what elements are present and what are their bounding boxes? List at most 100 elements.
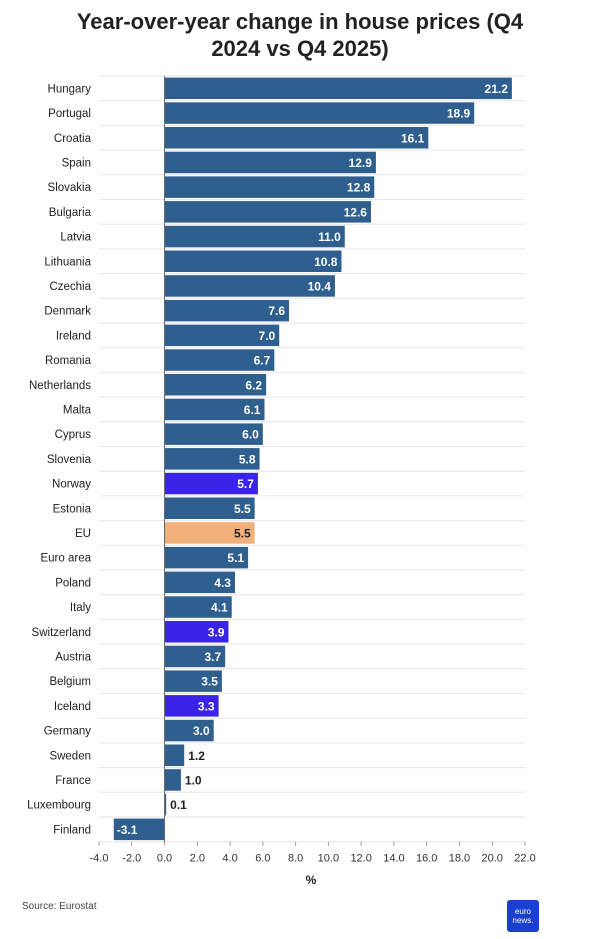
category-label: Slovakia — [48, 182, 92, 194]
bar — [164, 201, 371, 223]
bar — [164, 423, 263, 445]
bar — [164, 151, 376, 174]
bar — [164, 398, 265, 421]
category-label: Romania — [45, 355, 92, 367]
x-axis-title: % — [306, 873, 317, 887]
data-label: 10.4 — [308, 279, 332, 293]
bar — [113, 818, 165, 841]
bar — [164, 102, 475, 124]
bar — [164, 275, 335, 297]
x-tick-label: 6.0 — [255, 853, 270, 865]
x-tick-label: 2.0 — [190, 853, 205, 865]
data-label: 12.8 — [347, 181, 371, 195]
data-label: 6.7 — [254, 354, 271, 368]
x-tick-label: 16.0 — [416, 853, 437, 865]
x-tick-label: 14.0 — [383, 853, 404, 865]
bar — [164, 374, 267, 396]
bar — [164, 645, 226, 668]
category-label: Denmark — [44, 306, 91, 318]
source-note: Source: Eurostat — [22, 901, 97, 912]
bar — [164, 769, 181, 791]
category-label: Austria — [55, 651, 91, 663]
category-label: Norway — [52, 479, 91, 491]
bar — [164, 670, 222, 692]
data-label: 10.8 — [314, 255, 338, 269]
category-label: Czechia — [49, 281, 91, 293]
data-label: 7.6 — [268, 304, 285, 318]
data-label: 5.5 — [234, 502, 251, 516]
data-label: 16.1 — [401, 131, 425, 145]
category-label: Euro area — [40, 553, 91, 565]
category-label: Germany — [44, 726, 92, 738]
bar — [164, 250, 342, 272]
category-label: Slovenia — [47, 454, 92, 466]
category-label: Poland — [55, 577, 91, 589]
category-label: Netherlands — [29, 380, 91, 392]
category-label: Croatia — [54, 133, 92, 145]
bar — [164, 695, 219, 717]
bar — [164, 546, 249, 569]
bar — [164, 472, 258, 495]
category-label: EU — [75, 528, 91, 540]
category-label: Luxembourg — [27, 800, 91, 812]
category-label: France — [55, 775, 91, 787]
bar — [164, 744, 185, 766]
category-label: Portugal — [48, 108, 91, 120]
data-label: 12.6 — [344, 205, 368, 219]
data-label: 0.1 — [170, 798, 187, 812]
bar — [164, 176, 375, 198]
data-label: 6.2 — [245, 378, 262, 392]
data-label: 11.0 — [318, 230, 341, 244]
x-tick-label: 18.0 — [449, 853, 470, 865]
data-label: 1.2 — [188, 749, 205, 763]
x-tick-label: 4.0 — [222, 853, 237, 865]
data-label: 5.7 — [237, 477, 254, 491]
data-label: 5.5 — [234, 526, 251, 540]
category-label: Switzerland — [32, 627, 91, 639]
chart-title: Year-over-year change in house prices (Q… — [0, 8, 600, 62]
x-tick-label: 0.0 — [157, 853, 172, 865]
bar — [164, 596, 232, 618]
bar — [164, 127, 429, 149]
category-label: Finland — [53, 824, 91, 836]
euronews-logo: euro news. — [507, 900, 539, 932]
category-label: Spain — [62, 157, 91, 169]
category-label: Malta — [63, 404, 92, 416]
x-tick-label: -2.0 — [122, 853, 141, 865]
category-label: Hungary — [48, 83, 92, 95]
data-label: -3.1 — [117, 823, 138, 837]
data-label: 6.1 — [244, 403, 261, 417]
x-tick-label: 20.0 — [482, 853, 503, 865]
logo-text: euro news. — [512, 907, 534, 925]
data-label: 1.0 — [185, 773, 202, 787]
data-label: 3.7 — [204, 650, 221, 664]
category-label: Bulgaria — [49, 207, 92, 219]
category-label: Cyprus — [55, 429, 92, 441]
category-label: Italy — [70, 602, 91, 614]
bar — [164, 571, 235, 594]
bar — [164, 324, 280, 347]
data-label: 21.2 — [485, 82, 509, 96]
bar — [164, 77, 512, 100]
x-tick-label: 12.0 — [350, 853, 371, 865]
bar — [164, 225, 345, 248]
data-label: 3.9 — [208, 625, 225, 639]
category-label: Iceland — [54, 701, 91, 713]
data-label: 7.0 — [259, 329, 276, 343]
x-tick-label: 10.0 — [318, 853, 339, 865]
bar — [164, 299, 290, 322]
data-label: 3.3 — [198, 699, 215, 713]
category-label: Lithuania — [44, 256, 91, 268]
data-label: 5.8 — [239, 452, 256, 466]
data-label: 12.9 — [349, 156, 373, 170]
data-label: 4.3 — [214, 576, 231, 590]
data-label: 18.9 — [447, 107, 471, 121]
x-tick-label: 22.0 — [514, 853, 535, 865]
bar — [164, 719, 214, 742]
x-tick-label: -4.0 — [90, 853, 109, 865]
data-label: 6.0 — [242, 428, 259, 442]
data-label: 5.1 — [227, 551, 244, 565]
x-tick-label: 8.0 — [288, 853, 303, 865]
data-label: 4.1 — [211, 601, 228, 615]
